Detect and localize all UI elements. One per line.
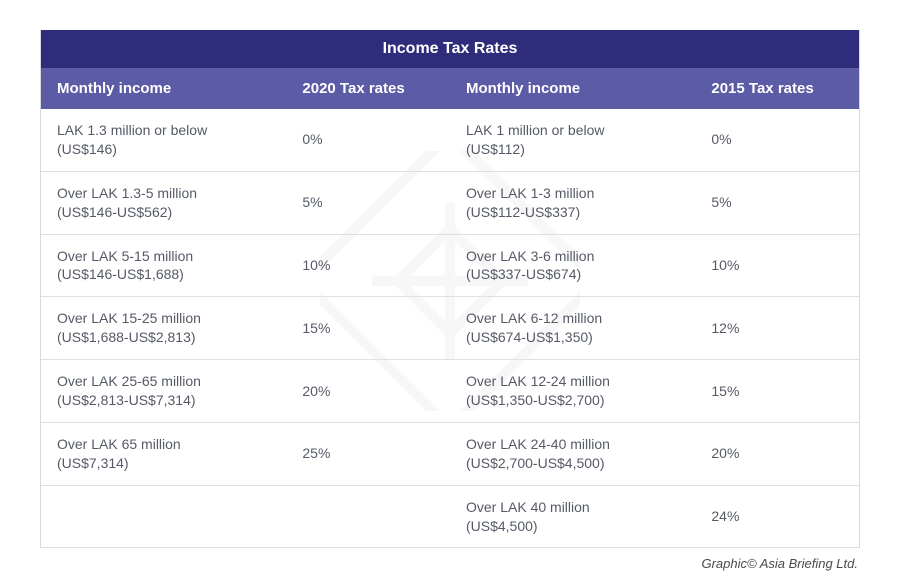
- column-header: 2015 Tax rates: [695, 68, 859, 109]
- graphic-credit: Graphic© Asia Briefing Ltd.: [40, 548, 860, 571]
- income-tax-table: Income Tax Rates Monthly income 2020 Tax…: [40, 30, 860, 548]
- table-cell: Over LAK 12-24 million (US$1,350-US$2,70…: [450, 360, 695, 422]
- table-cell: 0%: [286, 109, 450, 171]
- table-row: Over LAK 25-65 million (US$2,813-US$7,31…: [41, 360, 859, 423]
- table-cell: 15%: [695, 360, 859, 422]
- table-cell: Over LAK 1-3 million (US$112-US$337): [450, 172, 695, 234]
- table-cell: 24%: [695, 486, 859, 548]
- table-cell: 20%: [695, 423, 859, 485]
- table-cell: Over LAK 3-6 million (US$337-US$674): [450, 235, 695, 297]
- table-cell: Over LAK 6-12 million (US$674-US$1,350): [450, 297, 695, 359]
- table-cell: LAK 1.3 million or below (US$146): [41, 109, 286, 171]
- table-row: Over LAK 1.3-5 million (US$146-US$562)5%…: [41, 172, 859, 235]
- table-cell: 15%: [286, 297, 450, 359]
- table-cell: LAK 1 million or below (US$112): [450, 109, 695, 171]
- table-cell: 10%: [286, 235, 450, 297]
- table-cell: Over LAK 40 million (US$4,500): [450, 486, 695, 548]
- table-cell: 20%: [286, 360, 450, 422]
- table-header-row: Monthly income 2020 Tax rates Monthly in…: [41, 68, 859, 109]
- table-row: LAK 1.3 million or below (US$146)0%LAK 1…: [41, 109, 859, 172]
- column-header: Monthly income: [450, 68, 695, 109]
- table-title: Income Tax Rates: [41, 30, 859, 68]
- table-row: Over LAK 65 million (US$7,314)25%Over LA…: [41, 423, 859, 486]
- table-cell: 25%: [286, 423, 450, 485]
- table-row: Over LAK 15-25 million (US$1,688-US$2,81…: [41, 297, 859, 360]
- column-header: Monthly income: [41, 68, 286, 109]
- table-cell: 12%: [695, 297, 859, 359]
- table-cell: Over LAK 5-15 million (US$146-US$1,688): [41, 235, 286, 297]
- table-cell: 5%: [695, 172, 859, 234]
- table-cell: Over LAK 15-25 million (US$1,688-US$2,81…: [41, 297, 286, 359]
- table-cell: 10%: [695, 235, 859, 297]
- table-cell: Over LAK 25-65 million (US$2,813-US$7,31…: [41, 360, 286, 422]
- table-cell: Over LAK 1.3-5 million (US$146-US$562): [41, 172, 286, 234]
- table-cell: Over LAK 24-40 million (US$2,700-US$4,50…: [450, 423, 695, 485]
- table-row: Over LAK 40 million (US$4,500)24%: [41, 486, 859, 549]
- table-cell: [286, 486, 450, 548]
- table-cell: [41, 486, 286, 548]
- table-cell: 0%: [695, 109, 859, 171]
- table-cell: Over LAK 65 million (US$7,314): [41, 423, 286, 485]
- column-header: 2020 Tax rates: [286, 68, 450, 109]
- table-cell: 5%: [286, 172, 450, 234]
- table-row: Over LAK 5-15 million (US$146-US$1,688)1…: [41, 235, 859, 298]
